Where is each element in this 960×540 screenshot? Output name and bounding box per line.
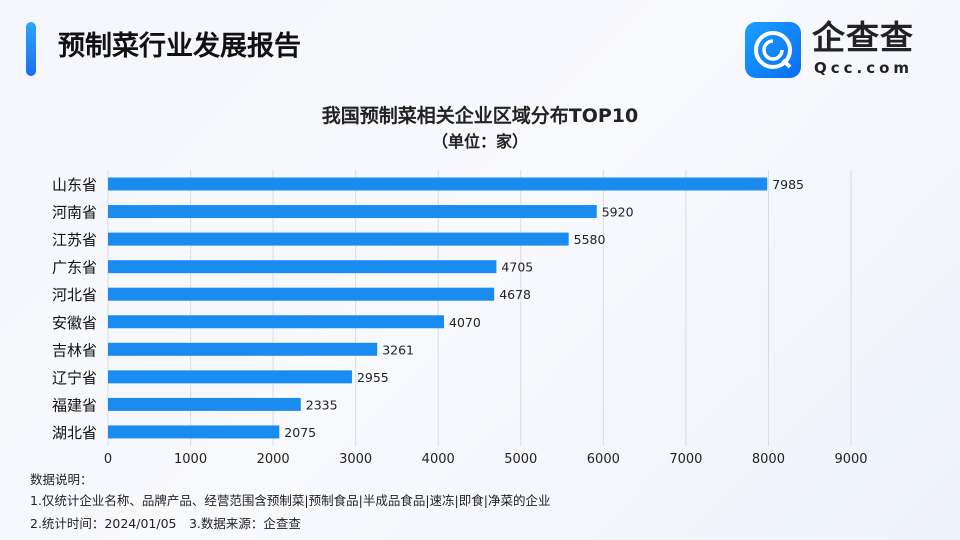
bar-安徽省 — [108, 315, 445, 329]
bar-湖北省 — [108, 425, 280, 439]
category-label: 江苏省 — [52, 231, 97, 249]
bar-辽宁省 — [108, 370, 352, 384]
x-tick-label: 4000 — [422, 452, 455, 467]
category-label: 吉林省 — [52, 341, 97, 359]
category-label: 福建省 — [52, 396, 97, 414]
bar-山东省 — [108, 177, 768, 191]
category-label: 河北省 — [52, 286, 97, 304]
data-label: 2955 — [357, 370, 389, 385]
data-label: 4705 — [501, 260, 533, 275]
bar-福建省 — [108, 397, 301, 411]
data-label: 2075 — [284, 425, 316, 440]
chart-subtitle: （单位：家） — [431, 132, 528, 151]
brand-name: 企查查 — [812, 18, 914, 57]
chart-title: 我国预制菜相关企业区域分布TOP10 — [321, 105, 639, 127]
bar-吉林省 — [108, 342, 378, 356]
data-label: 7985 — [772, 177, 804, 192]
x-tick-label: 8000 — [752, 452, 785, 467]
x-tick-label: 9000 — [834, 452, 867, 467]
x-tick-label: 0 — [104, 452, 112, 467]
page-title: 预制菜行业发展报告 — [58, 31, 301, 62]
bar-江苏省 — [108, 232, 569, 246]
data-label: 4678 — [499, 287, 531, 302]
brand-url: Qcc.com — [814, 59, 914, 77]
x-tick-label: 3000 — [339, 452, 372, 467]
data-label: 5920 — [602, 205, 634, 220]
data-label: 5580 — [574, 232, 606, 247]
x-tick-label: 5000 — [504, 452, 537, 467]
x-tick-label: 2000 — [257, 452, 290, 467]
data-label: 2335 — [306, 397, 338, 412]
data-label: 3261 — [382, 342, 414, 357]
bar-河北省 — [108, 287, 495, 301]
category-label: 辽宁省 — [52, 369, 97, 387]
category-label: 河南省 — [52, 204, 97, 222]
data-label: 4070 — [449, 315, 481, 330]
bar-广东省 — [108, 260, 497, 274]
category-label: 湖北省 — [52, 424, 97, 442]
notes-line-1: 1.仅统计企业名称、品牌产品、经营范围含预制菜|预制食品|半成品食品|速冻|即食… — [30, 493, 551, 508]
bar-河南省 — [108, 205, 597, 219]
category-label: 广东省 — [52, 259, 97, 277]
title-accent-bar — [26, 22, 36, 76]
category-label: 山东省 — [52, 176, 97, 194]
x-tick-label: 6000 — [587, 452, 620, 467]
category-label: 安徽省 — [52, 314, 97, 332]
notes-line-2: 2.统计时间：2024/01/05 3.数据来源：企查查 — [30, 516, 301, 531]
x-tick-label: 7000 — [669, 452, 702, 467]
x-tick-label: 1000 — [174, 452, 207, 467]
notes-label: 数据说明： — [30, 472, 93, 487]
qcc-logo-icon — [745, 22, 801, 78]
